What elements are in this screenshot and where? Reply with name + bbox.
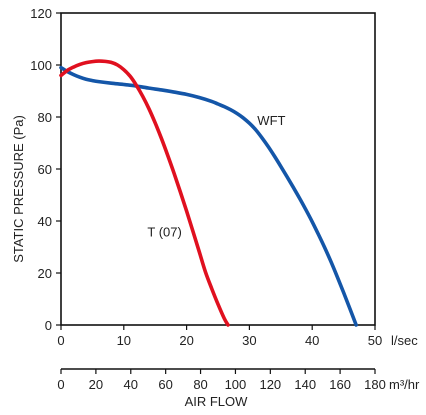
- y-tick-label: 60: [38, 162, 52, 177]
- x-tick-label: 10: [117, 333, 131, 348]
- y-tick-label: 100: [30, 58, 52, 73]
- curve-label: WFT: [257, 113, 285, 128]
- secondary-x-tick-label: 0: [57, 377, 64, 392]
- secondary-x-tick-label: 80: [193, 377, 207, 392]
- y-tick-label: 0: [45, 318, 52, 333]
- secondary-x-tick-label: 100: [225, 377, 247, 392]
- y-tick-label: 120: [30, 6, 52, 21]
- secondary-x-tick-label: 40: [124, 377, 138, 392]
- x-unit-label: l/sec: [391, 333, 418, 348]
- series-line-wft: [59, 65, 358, 327]
- plot-frame: [60, 12, 376, 326]
- secondary-x-tick-label: 120: [259, 377, 281, 392]
- secondary-x-tick-label: 160: [329, 377, 351, 392]
- x-tick-label: 50: [368, 333, 382, 348]
- secondary-x-tick-label: 60: [158, 377, 172, 392]
- curve-label: T (07): [147, 225, 181, 240]
- y-axis-title: STATIC PRESSURE (Pa): [11, 115, 26, 263]
- x-tick-label: 30: [242, 333, 256, 348]
- y-tick-label: 40: [38, 214, 52, 229]
- secondary-x-tick-label: 140: [294, 377, 316, 392]
- y-tick-label: 20: [38, 266, 52, 281]
- x-tick-label: 20: [179, 333, 193, 348]
- secondary-x-unit-label: m³/hr: [389, 377, 420, 392]
- x-tick-label: 0: [57, 333, 64, 348]
- series-line-t-07: [59, 59, 230, 327]
- secondary-x-tick-label: 20: [89, 377, 103, 392]
- x-tick-label: 40: [305, 333, 319, 348]
- y-tick-label: 80: [38, 110, 52, 125]
- x-axis-title: AIR FLOW: [185, 394, 249, 409]
- secondary-x-tick-label: 180: [364, 377, 386, 392]
